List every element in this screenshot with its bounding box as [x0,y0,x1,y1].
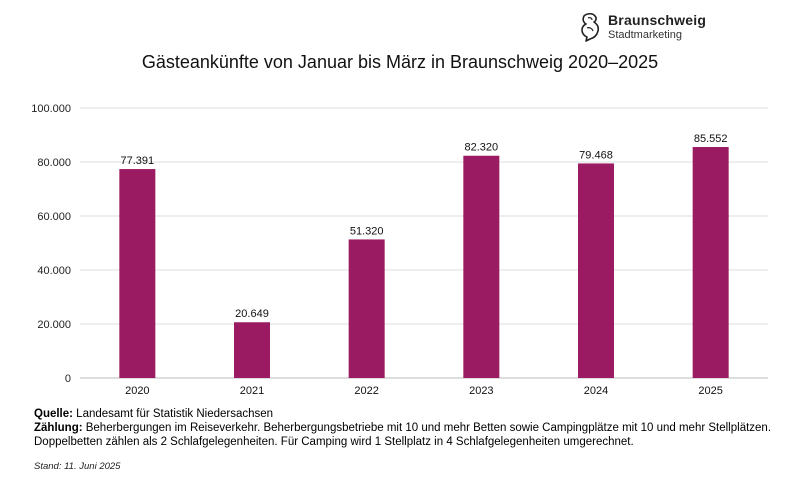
x-tick-label: 2023 [469,385,493,397]
x-tick-label: 2025 [698,385,722,397]
stand-date: Stand: 11. Juni 2025 [34,461,121,472]
source-line: Quelle: Landesamt für Statistik Niedersa… [34,407,784,421]
x-tick-label: 2020 [125,385,149,397]
data-label: 79.468 [579,149,613,161]
source-label: Quelle: [34,408,73,420]
brand-logo: Braunschweig Stadtmarketing [578,12,728,44]
bar [692,147,729,378]
x-tick-label: 2022 [354,385,378,397]
data-label: 85.552 [694,133,728,145]
x-tick-label: 2024 [584,385,608,397]
data-label: 82.320 [465,142,499,154]
chart-notes: Quelle: Landesamt für Statistik Niedersa… [34,407,784,449]
y-tick-label: 60.000 [37,211,71,223]
bar [578,163,614,378]
bar [234,322,270,378]
x-tick-label: 2021 [240,385,264,397]
y-tick-label: 20.000 [37,319,71,331]
bar [463,155,500,378]
logo-subtitle: Stadtmarketing [608,29,682,41]
data-label: 77.391 [121,155,155,167]
y-tick-label: 100.000 [31,103,71,115]
count-text: Beherbergungen im Reiseverkehr. Beherber… [34,422,772,448]
y-tick-label: 0 [65,373,71,385]
bar [119,169,156,378]
source-text: Landesamt für Statistik Niedersachsen [72,408,274,420]
data-label: 20.649 [235,308,269,320]
y-tick-label: 80.000 [37,157,71,169]
bar-chart: 0 20.000 40.000 60.000 80.000 100.000 77.391 20… [31,103,768,397]
braunschweig-lion-icon [581,12,600,42]
logo-name: Braunschweig [608,12,707,28]
chart-title: Gästeankünfte von Januar bis März in Bra… [141,52,659,72]
bar [348,239,385,378]
count-note: Zählung: Beherbergungen im Reiseverkehr.… [34,421,784,449]
count-label: Zählung: [34,422,83,434]
y-tick-label: 40.000 [37,265,71,277]
data-label: 51.320 [350,225,384,237]
